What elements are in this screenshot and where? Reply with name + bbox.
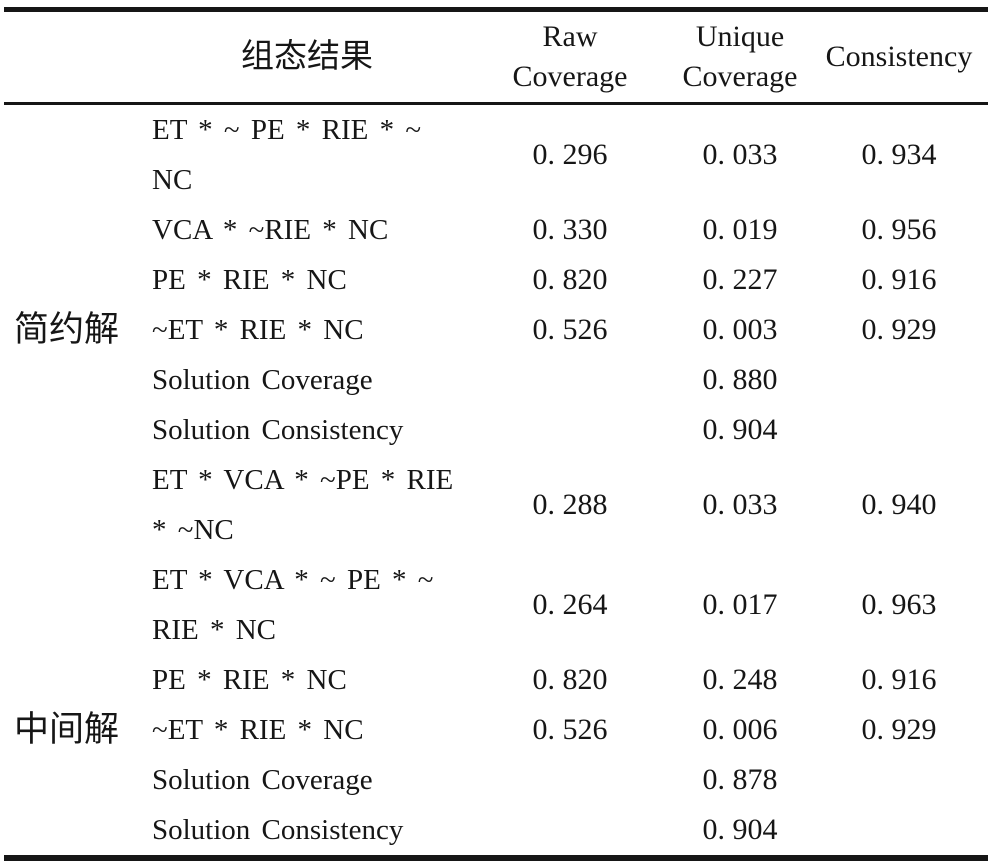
- consistency-cell: [810, 405, 988, 455]
- solution-group-label: 中间解: [14, 710, 120, 749]
- raw-coverage-cell: 0. 264: [532, 588, 608, 621]
- raw-coverage-cell: 0. 526: [532, 313, 608, 346]
- configuration-cell: ET * VCA * ~ PE * ~ RIE * NC: [152, 564, 434, 646]
- unique-coverage-cell: 0. 006: [702, 713, 778, 746]
- raw-coverage-cell: [470, 405, 670, 455]
- unique-coverage-cell: 0. 904: [702, 413, 778, 446]
- solution-group-label: [4, 805, 144, 855]
- configuration-cell: ~ET * RIE * NC: [152, 714, 364, 746]
- solution-group-label: [4, 355, 144, 405]
- table-row: Solution Consistency 0. 904: [4, 405, 988, 455]
- unique-coverage-cell: 0. 033: [702, 488, 778, 521]
- table-row: ET * ~ PE * RIE * ~ NC 0. 296 0. 033 0. …: [4, 105, 988, 205]
- consistency-cell: [810, 755, 988, 805]
- solution-group-label: [4, 130, 144, 180]
- solution-group-label: [4, 255, 144, 305]
- configuration-cell: ~ET * RIE * NC: [152, 314, 364, 346]
- table-row: Solution Coverage 0. 880: [4, 355, 988, 405]
- consistency-cell: [810, 355, 988, 405]
- table-body: ET * ~ PE * RIE * ~ NC 0. 296 0. 033 0. …: [4, 105, 988, 855]
- table-row: PE * RIE * NC 0. 820 0. 227 0. 916: [4, 255, 988, 305]
- consistency-cell: 0. 929: [861, 313, 937, 346]
- unique-coverage-cell: 0. 227: [702, 263, 778, 296]
- unique-coverage-cell: 0. 904: [702, 813, 778, 846]
- header-raw-coverage: Raw Coverage: [512, 20, 628, 93]
- solution-group-label: [4, 405, 144, 455]
- configuration-cell: PE * RIE * NC: [152, 664, 347, 696]
- table-row: VCA * ~RIE * NC 0. 330 0. 019 0. 956: [4, 205, 988, 255]
- consistency-cell: 0. 929: [861, 713, 937, 746]
- solution-group-label: [4, 205, 144, 255]
- raw-coverage-cell: 0. 820: [532, 663, 608, 696]
- solution-group-label: [4, 655, 144, 705]
- unique-coverage-cell: 0. 878: [702, 763, 778, 796]
- unique-coverage-cell: 0. 019: [702, 213, 778, 246]
- configuration-cell: ET * VCA * ~PE * RIE * ~NC: [152, 464, 454, 546]
- unique-coverage-cell: 0. 880: [702, 363, 778, 396]
- table-row: 中间解 ~ET * RIE * NC 0. 526 0. 006 0. 929: [4, 705, 988, 755]
- raw-coverage-cell: [470, 805, 670, 855]
- consistency-cell: 0. 940: [861, 488, 937, 521]
- configuration-cell: ET * ~ PE * RIE * ~ NC: [152, 114, 422, 196]
- unique-coverage-cell: 0. 017: [702, 588, 778, 621]
- qca-results-table: 组态结果 Raw Coverage Unique Coverage Consis…: [4, 7, 988, 861]
- table-row: Solution Consistency 0. 904: [4, 805, 988, 855]
- table-header-row: 组态结果 Raw Coverage Unique Coverage Consis…: [4, 12, 988, 105]
- header-unique-coverage: Unique Coverage: [682, 20, 798, 93]
- solution-group-label: [4, 480, 144, 530]
- consistency-cell: 0. 916: [861, 263, 937, 296]
- solution-group-label: [4, 580, 144, 630]
- raw-coverage-cell: 0. 330: [532, 213, 608, 246]
- configuration-cell: Solution Coverage: [152, 364, 373, 396]
- configuration-cell: Solution Consistency: [152, 814, 404, 846]
- configuration-cell: VCA * ~RIE * NC: [152, 214, 389, 246]
- header-consistency: Consistency: [825, 40, 973, 73]
- table-row: Solution Coverage 0. 878: [4, 755, 988, 805]
- table-row: ET * VCA * ~PE * RIE * ~NC 0. 288 0. 033…: [4, 455, 988, 555]
- table-row: ET * VCA * ~ PE * ~ RIE * NC 0. 264 0. 0…: [4, 555, 988, 655]
- unique-coverage-cell: 0. 003: [702, 313, 778, 346]
- configuration-cell: Solution Consistency: [152, 414, 404, 446]
- header-configuration: 组态结果: [241, 38, 373, 75]
- unique-coverage-cell: 0. 033: [702, 138, 778, 171]
- consistency-cell: 0. 963: [861, 588, 937, 621]
- table-row: 简约解 ~ET * RIE * NC 0. 526 0. 003 0. 929: [4, 305, 988, 355]
- raw-coverage-cell: 0. 288: [532, 488, 608, 521]
- table-row: PE * RIE * NC 0. 820 0. 248 0. 916: [4, 655, 988, 705]
- solution-group-label: [4, 755, 144, 805]
- consistency-cell: [810, 805, 988, 855]
- raw-coverage-cell: 0. 296: [532, 138, 608, 171]
- raw-coverage-cell: [470, 355, 670, 405]
- raw-coverage-cell: 0. 526: [532, 713, 608, 746]
- consistency-cell: 0. 956: [861, 213, 937, 246]
- raw-coverage-cell: 0. 820: [532, 263, 608, 296]
- configuration-cell: Solution Coverage: [152, 764, 373, 796]
- consistency-cell: 0. 916: [861, 663, 937, 696]
- raw-coverage-cell: [470, 755, 670, 805]
- configuration-cell: PE * RIE * NC: [152, 264, 347, 296]
- solution-group-label: 简约解: [14, 310, 120, 349]
- unique-coverage-cell: 0. 248: [702, 663, 778, 696]
- consistency-cell: 0. 934: [861, 138, 937, 171]
